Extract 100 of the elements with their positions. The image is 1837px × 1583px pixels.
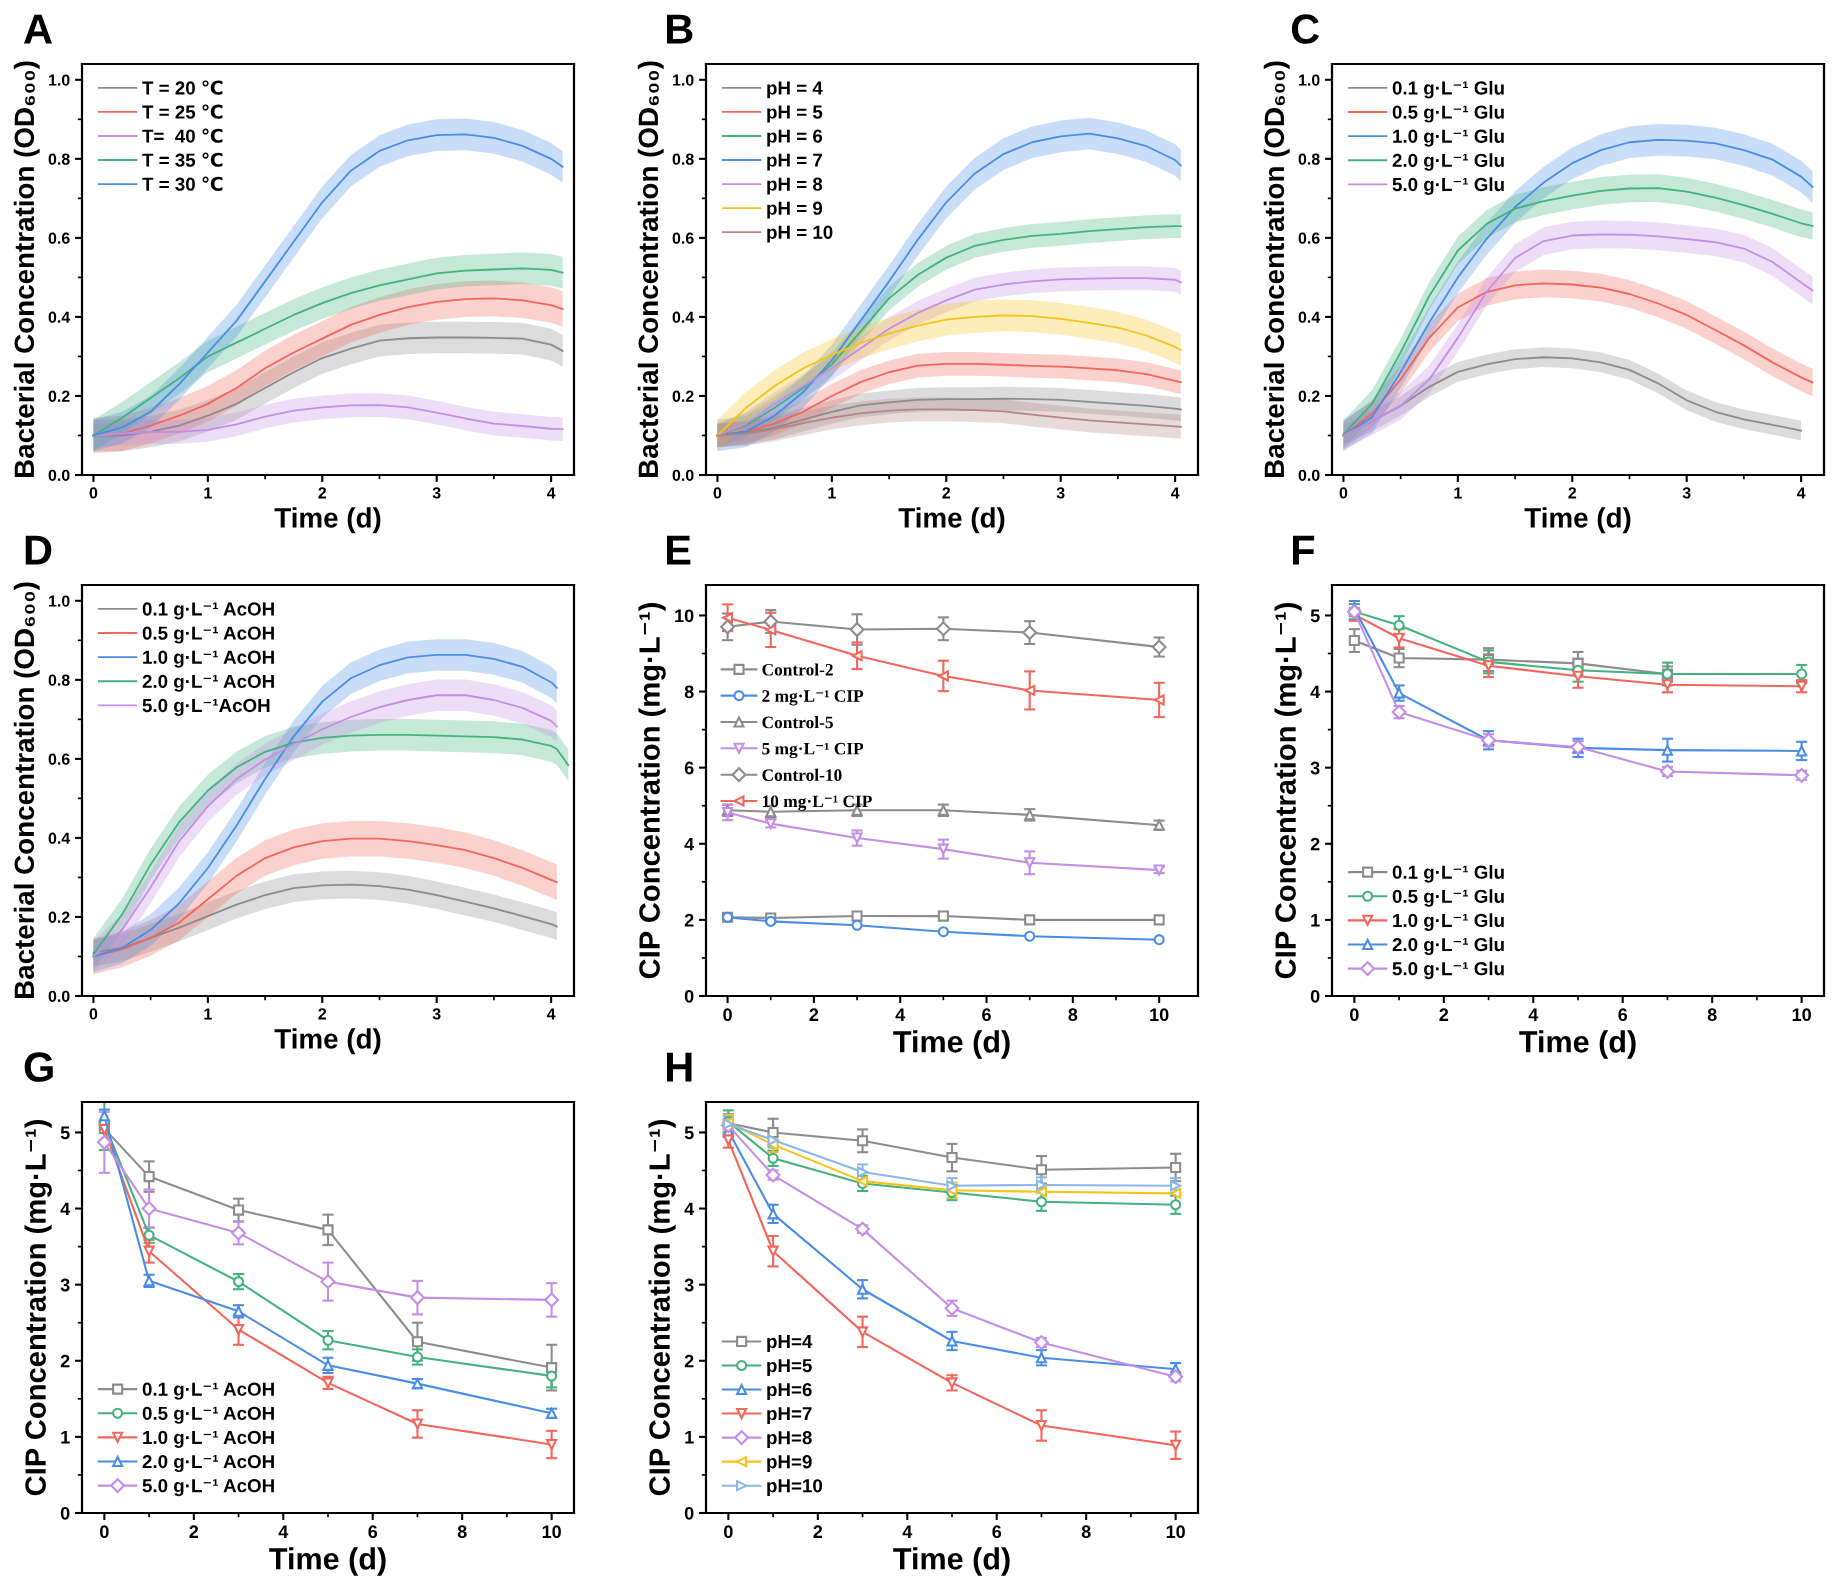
legend-label: pH = 4: [767, 81, 823, 99]
legend-label: 5.0 g·L⁻¹AcOH: [142, 698, 270, 716]
chart-title: G: [24, 1052, 53, 1082]
chart-title: C: [1291, 14, 1320, 44]
legend-label: 2.0 g·L⁻¹ Glu: [1392, 153, 1504, 171]
y-tick-label: 3: [1310, 761, 1320, 775]
y-tick-label: 0.6: [1298, 232, 1320, 244]
legend-label: 0.5 g·L⁻¹ Glu: [1392, 105, 1504, 123]
y-tick-label: 0.6: [672, 232, 694, 244]
y-tick-label: 0.2: [1298, 390, 1320, 402]
x-tick-label: 1: [828, 487, 836, 499]
legend-label: pH = 8: [767, 177, 823, 195]
x-tick-label: 6: [1618, 1008, 1628, 1022]
y-tick-label: 1.0: [673, 74, 694, 86]
x-tick-label: 2: [809, 1008, 819, 1021]
legend-label: pH=6: [767, 1382, 812, 1400]
y-tick-label: 0.8: [1298, 153, 1320, 165]
x-tick-label: 4: [1796, 487, 1806, 499]
x-tick-label: 2: [1568, 487, 1577, 499]
x-tick-label: 0: [89, 1008, 98, 1020]
y-axis-title: CIP Concentration (mg·L⁻¹): [1274, 603, 1302, 979]
y-tick-label: 0: [1310, 989, 1320, 1003]
x-tick-label: 8: [1707, 1008, 1717, 1022]
x-tick-label: 10: [1792, 1008, 1811, 1022]
legend-label: T = 20 ℃: [142, 80, 223, 95]
x-tick-label: 3: [432, 487, 441, 499]
y-tick-label: 5: [60, 1126, 70, 1140]
y-tick-label: 0.4: [1298, 311, 1321, 323]
chart-title: D: [25, 535, 52, 565]
x-tick-label: 10: [1150, 1008, 1169, 1022]
legend-label: pH = 6: [767, 129, 823, 147]
legend-label: 5.0 g·L⁻¹ Glu: [1392, 961, 1504, 980]
chart-title: A: [24, 14, 52, 44]
x-tick-label: 10: [542, 1525, 561, 1539]
x-axis-title: Time (d): [893, 1547, 1010, 1576]
y-tick-label: 1: [61, 1431, 70, 1444]
y-axis-title: Bacterial Concentration (OD₆₀₀): [1263, 61, 1290, 478]
x-tick-label: 6: [992, 1525, 1002, 1539]
y-axis-title: CIP Concentration (mg·L⁻¹): [648, 1120, 676, 1496]
y-tick-label: 0.2: [672, 390, 694, 402]
x-tick-label: 3: [1056, 487, 1065, 499]
x-tick-label: 2: [318, 487, 327, 499]
x-tick-label: 4: [902, 1525, 913, 1538]
x-tick-label: 6: [368, 1525, 378, 1539]
legend-label: 5.0 g·L⁻¹ AcOH: [142, 1479, 274, 1497]
legend-label: 0.1 g·L⁻¹ AcOH: [142, 1382, 274, 1400]
y-tick-label: 4: [684, 1202, 695, 1216]
y-tick-label: 0.0: [1298, 469, 1320, 481]
legend-label: pH = 7: [767, 153, 822, 171]
x-tick-label: 3: [1682, 487, 1691, 499]
y-tick-label: 0: [60, 1506, 70, 1520]
legend-label: 1.0 g·L⁻¹ Glu: [1393, 913, 1504, 931]
y-tick-label: 0.4: [672, 311, 695, 323]
y-tick-label: 0.6: [48, 753, 70, 765]
x-tick-label: 2: [813, 1525, 823, 1538]
legend-label: pH = 10: [767, 225, 833, 243]
chart-title: H: [666, 1052, 692, 1082]
x-tick-label: 0: [713, 487, 722, 499]
legend-label: 2 mg·L⁻¹ CIP: [762, 690, 864, 706]
legend-label: pH=7: [767, 1407, 812, 1424]
y-tick-label: 4: [60, 1202, 71, 1216]
x-axis-title: Time (d): [1524, 507, 1631, 534]
x-tick-label: 2: [1439, 1008, 1449, 1021]
y-tick-label: 0.0: [48, 990, 70, 1002]
x-tick-label: 4: [1528, 1008, 1539, 1021]
x-tick-label: 1: [204, 1008, 212, 1020]
x-tick-label: 4: [1170, 487, 1180, 499]
y-tick-label: 2: [60, 1354, 70, 1368]
x-tick-label: 1: [204, 487, 212, 499]
legend-label: pH = 5: [767, 105, 823, 123]
legend-label: pH=10: [767, 1479, 823, 1497]
legend-label: 10 mg·L⁻¹ CIP: [762, 795, 872, 811]
y-tick-label: 0.8: [48, 674, 70, 686]
y-tick-label: 0.0: [672, 469, 694, 481]
y-tick-label: 0.8: [672, 153, 694, 165]
y-tick-label: 10: [675, 609, 694, 623]
y-tick-label: 0.4: [48, 832, 71, 844]
chart-title: E: [666, 535, 691, 565]
x-tick-label: 0: [723, 1008, 732, 1022]
legend-label: 5 mg·L⁻¹ CIP: [762, 742, 864, 759]
chart-title: F: [1292, 535, 1315, 565]
legend-label: 2.0 g·L⁻¹ AcOH: [142, 1454, 274, 1472]
y-tick-label: 1.0: [49, 595, 70, 607]
legend-label: pH=8: [767, 1431, 812, 1449]
x-tick-label: 0: [89, 487, 98, 499]
x-tick-label: 6: [982, 1008, 991, 1022]
y-axis-title: Bacterial Concentration (OD₆₀₀): [13, 582, 40, 999]
legend-label: pH=9: [767, 1455, 812, 1473]
y-axis-title: Bacterial Concentration (OD₆₀₀): [13, 61, 40, 478]
legend-label: pH=5: [767, 1359, 812, 1376]
x-tick-label: 4: [895, 1008, 906, 1021]
x-axis-title: Time (d): [1519, 1030, 1636, 1059]
legend-label: 0.5 g·L⁻¹ AcOH: [142, 1406, 274, 1424]
y-tick-label: 6: [684, 761, 694, 775]
y-tick-label: 1.0: [1299, 74, 1320, 86]
x-tick-label: 4: [278, 1525, 289, 1538]
legend-label: pH=4: [767, 1335, 813, 1352]
legend-label: 1.0 g·L⁻¹ AcOH: [143, 1430, 274, 1448]
x-axis-title: Time (d): [893, 1030, 1010, 1059]
x-tick-label: 8: [1068, 1008, 1078, 1022]
